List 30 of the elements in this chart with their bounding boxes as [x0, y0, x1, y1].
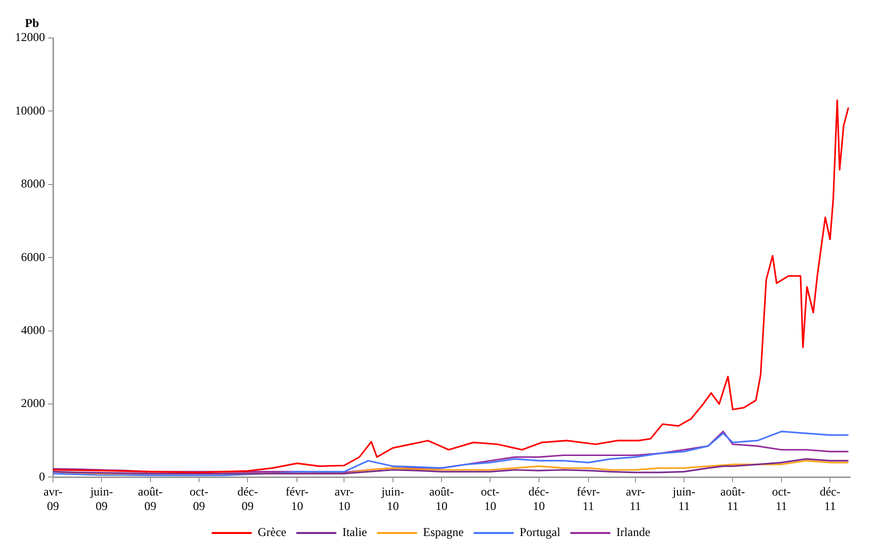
x-tick-label: août-09	[138, 484, 163, 513]
y-tick-label: 2000	[21, 396, 45, 410]
x-tick-label: juin-09	[89, 484, 113, 513]
x-tick-label: déc-11	[820, 484, 840, 513]
x-tick-label: juin-10	[380, 484, 404, 513]
x-tick-label: oct-11	[772, 484, 791, 513]
y-tick-label: 0	[39, 469, 45, 484]
x-tick-label: avr-10	[334, 484, 354, 513]
x-tick-label: oct-10	[480, 484, 500, 513]
x-tick-label: août-10	[429, 484, 454, 513]
legend-label: Italie	[342, 525, 368, 540]
legend-label: Irlande	[616, 525, 650, 540]
x-tick-label: déc-10	[528, 484, 550, 513]
y-tick-label: 8000	[21, 176, 45, 191]
x-tick-label: févr-11	[576, 484, 600, 513]
y-tick-label: 4000	[21, 322, 45, 337]
legend-label: Portugal	[520, 525, 561, 540]
x-tick-label: févr-10	[286, 484, 309, 513]
x-tick-label: août-11	[720, 484, 746, 513]
legend-label: Grèce	[258, 525, 286, 540]
x-tick-label: oct-09	[190, 484, 208, 513]
y-tick-label: 10000	[15, 103, 45, 118]
x-tick-label: avr-09	[43, 484, 63, 513]
x-tick-label: juin-11	[672, 484, 696, 513]
x-tick-label: déc-09	[237, 484, 258, 513]
legend-label: Espagne	[423, 525, 464, 540]
y-tick-label: 12000	[15, 30, 45, 44]
x-tick-label: avr-11	[626, 484, 645, 513]
y-axis-title: Pb	[24, 16, 40, 30]
y-tick-label: 6000	[21, 250, 45, 264]
